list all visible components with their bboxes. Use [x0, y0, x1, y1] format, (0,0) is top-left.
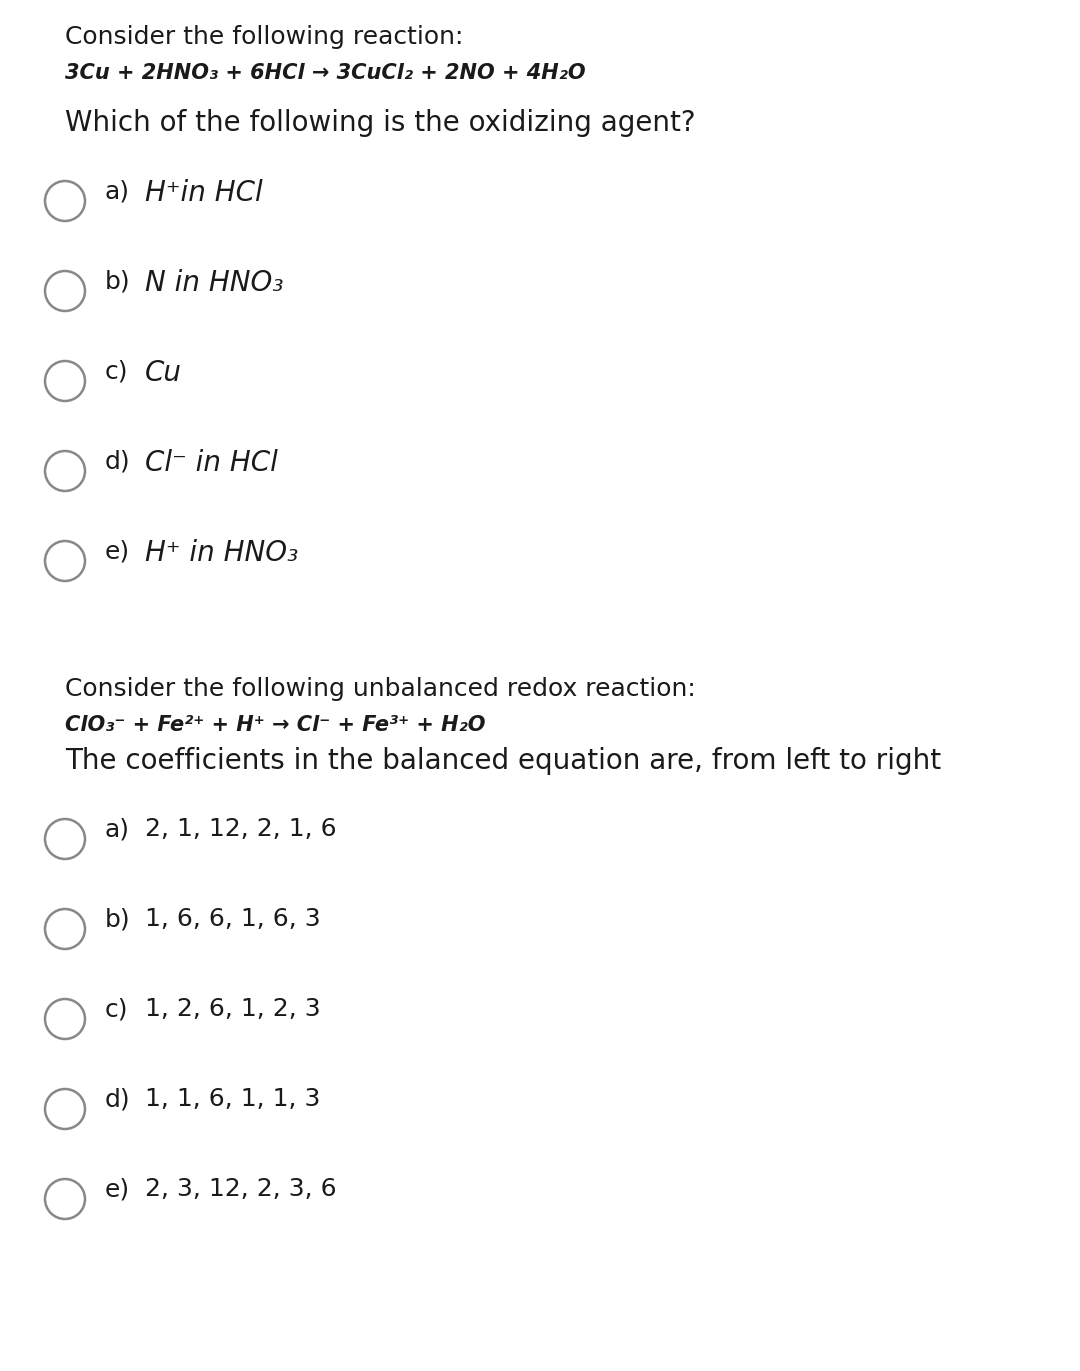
Text: Consider the following unbalanced redox reaction:: Consider the following unbalanced redox … [65, 677, 696, 701]
Text: d): d) [105, 448, 131, 473]
Text: H⁺ in HNO₃: H⁺ in HNO₃ [145, 539, 298, 568]
Text: The coefficients in the balanced equation are, from left to right: The coefficients in the balanced equatio… [65, 747, 941, 775]
Text: a): a) [105, 817, 130, 840]
Text: b): b) [105, 908, 131, 931]
Text: H⁺in HCl: H⁺in HCl [145, 180, 262, 207]
Text: e): e) [105, 1176, 130, 1201]
Text: ClO₃⁻ + Fe²⁺ + H⁺ → Cl⁻ + Fe³⁺ + H₂O: ClO₃⁻ + Fe²⁺ + H⁺ → Cl⁻ + Fe³⁺ + H₂O [65, 716, 486, 735]
Text: Cu: Cu [145, 359, 183, 387]
Text: e): e) [105, 539, 130, 563]
Text: c): c) [105, 997, 129, 1021]
Text: 1, 6, 6, 1, 6, 3: 1, 6, 6, 1, 6, 3 [145, 908, 321, 931]
Text: a): a) [105, 180, 130, 203]
Text: 1, 1, 6, 1, 1, 3: 1, 1, 6, 1, 1, 3 [145, 1087, 321, 1111]
Text: d): d) [105, 1087, 131, 1111]
Text: 2, 1, 12, 2, 1, 6: 2, 1, 12, 2, 1, 6 [145, 817, 337, 840]
Text: c): c) [105, 359, 129, 383]
Text: 3Cu + 2HNO₃ + 6HCl → 3CuCl₂ + 2NO + 4H₂O: 3Cu + 2HNO₃ + 6HCl → 3CuCl₂ + 2NO + 4H₂O [65, 63, 585, 84]
Text: b): b) [105, 269, 131, 293]
Text: 1, 2, 6, 1, 2, 3: 1, 2, 6, 1, 2, 3 [145, 997, 321, 1021]
Text: N in HNO₃: N in HNO₃ [145, 269, 283, 298]
Text: 2, 3, 12, 2, 3, 6: 2, 3, 12, 2, 3, 6 [145, 1176, 337, 1201]
Text: Which of the following is the oxidizing agent?: Which of the following is the oxidizing … [65, 110, 696, 137]
Text: Consider the following reaction:: Consider the following reaction: [65, 25, 463, 49]
Text: Cl⁻ in HCl: Cl⁻ in HCl [145, 448, 278, 477]
